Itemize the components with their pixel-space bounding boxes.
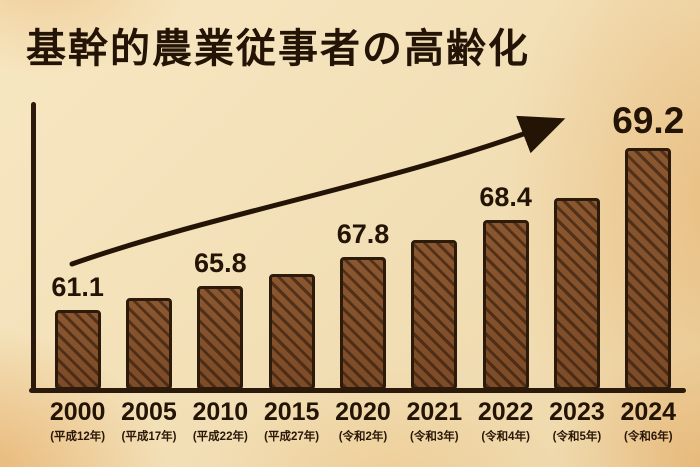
bar-column: 61.1 2000 (平成12年) (42, 0, 113, 467)
bar-column: 2021 (令和3年) (399, 0, 470, 467)
x-tick-era: (令和4年) (481, 430, 530, 443)
bar-value-label: 61.1 (51, 272, 104, 302)
bar-value-label: 69.2 (612, 100, 685, 141)
bar-column: 2023 (令和5年) (541, 0, 612, 467)
bar-column: 65.8 2010 (平成22年) (185, 0, 256, 467)
bar (54, 310, 101, 390)
bar (268, 274, 315, 390)
bar-chart: 61.1 2000 (平成12年) 2005 (平成17年) 65.8 2010 (平成22年… (42, 0, 684, 467)
bar (339, 257, 386, 390)
x-tick-year: 2022 (477, 398, 534, 426)
bar (482, 220, 529, 390)
x-axis-line (29, 388, 686, 393)
bar-value-label: 68.4 (479, 182, 532, 212)
x-tick-year: 2021 (406, 398, 463, 426)
bar-column: 67.8 2020 (令和2年) (327, 0, 398, 467)
bar (411, 240, 458, 390)
x-tick-year: 2015 (263, 398, 320, 426)
bar-column: 69.2 2024 (令和6年) (612, 0, 685, 467)
x-tick-era: (平成27年) (264, 430, 320, 443)
x-tick-era: (令和5年) (552, 430, 602, 443)
x-tick-year: 2023 (549, 398, 605, 426)
x-tick-year: 2010 (192, 398, 249, 426)
x-tick-year: 2024 (620, 398, 677, 426)
bar (553, 198, 600, 390)
bar-value-label: 65.8 (194, 248, 247, 278)
bar (125, 298, 172, 390)
x-tick-era: (平成22年) (192, 430, 248, 443)
bar-column: 2005 (平成17年) (113, 0, 184, 467)
bar (625, 148, 672, 390)
bar-column: 68.4 2022 (令和4年) (470, 0, 541, 467)
x-tick-year: 2000 (49, 398, 106, 426)
chart-title: 基幹的農業従事者の高齢化 (26, 27, 530, 71)
x-tick-era: (平成12年) (50, 430, 106, 443)
x-tick-era: (令和2年) (338, 430, 388, 443)
x-tick-year: 2020 (335, 398, 391, 426)
x-tick-era: (令和3年) (410, 430, 459, 443)
x-tick-year: 2005 (121, 398, 177, 426)
bar-value-label: 67.8 (336, 219, 390, 249)
bar-column: 2015 (平成27年) (256, 0, 327, 467)
bar (197, 286, 244, 390)
y-axis-line (31, 102, 36, 390)
x-tick-era: (平成17年) (121, 430, 177, 443)
x-tick-era: (令和6年) (624, 430, 673, 443)
